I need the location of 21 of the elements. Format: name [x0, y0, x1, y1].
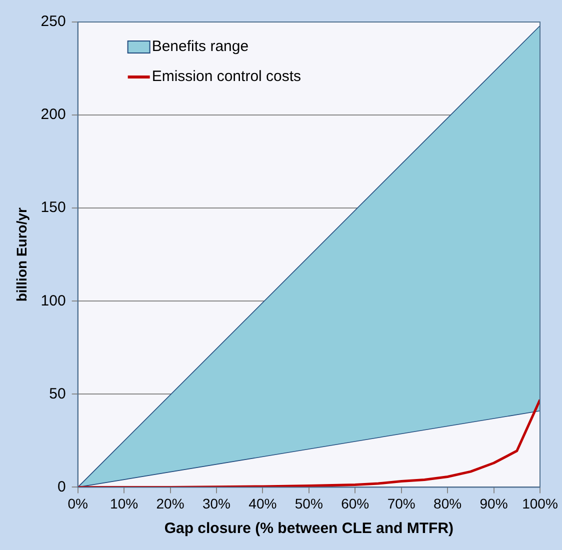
x-tick-label: 30%: [202, 495, 230, 512]
x-tick-label: 50%: [294, 495, 323, 512]
x-tick-label: 80%: [434, 495, 462, 512]
y-axis-title: billion Euro/yr: [13, 206, 30, 302]
y-tick-label: 150: [40, 199, 66, 216]
y-tick-label: 100: [40, 292, 66, 310]
x-tick-label: 0%: [68, 495, 88, 512]
x-axis-title: Gap closure (% between CLE and MTFR): [164, 520, 454, 538]
x-tick-label: 10%: [110, 495, 138, 512]
x-tick-label: 20%: [156, 495, 184, 512]
legend-label: Benefits range: [152, 38, 249, 56]
legend-label: Emission control costs: [152, 68, 302, 86]
y-tick-label: 250: [40, 13, 66, 30]
x-tick-label: 60%: [341, 495, 370, 512]
x-tick-label: 70%: [387, 495, 416, 512]
x-tick-label: 40%: [248, 495, 277, 512]
y-tick-label: 200: [40, 106, 66, 124]
y-tick-label: 0: [57, 478, 66, 496]
x-tick-label: 90%: [480, 495, 508, 512]
y-tick-label: 50: [49, 385, 66, 402]
x-tick-label: 100%: [522, 495, 558, 512]
